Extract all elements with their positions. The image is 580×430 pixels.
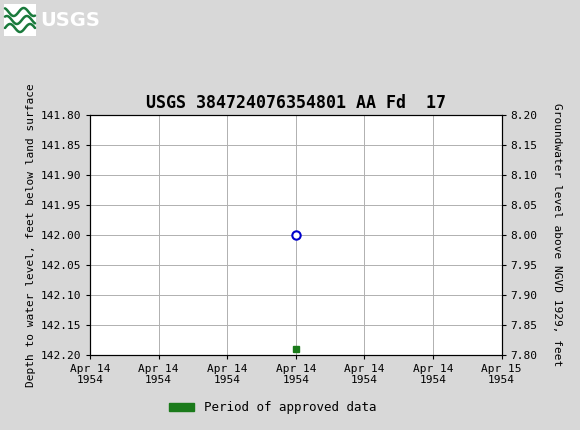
- FancyBboxPatch shape: [4, 4, 36, 36]
- Y-axis label: Depth to water level, feet below land surface: Depth to water level, feet below land su…: [26, 83, 36, 387]
- Y-axis label: Groundwater level above NGVD 1929, feet: Groundwater level above NGVD 1929, feet: [552, 103, 561, 367]
- Legend: Period of approved data: Period of approved data: [164, 396, 382, 419]
- Title: USGS 384724076354801 AA Fd  17: USGS 384724076354801 AA Fd 17: [146, 94, 446, 112]
- Text: USGS: USGS: [40, 10, 100, 30]
